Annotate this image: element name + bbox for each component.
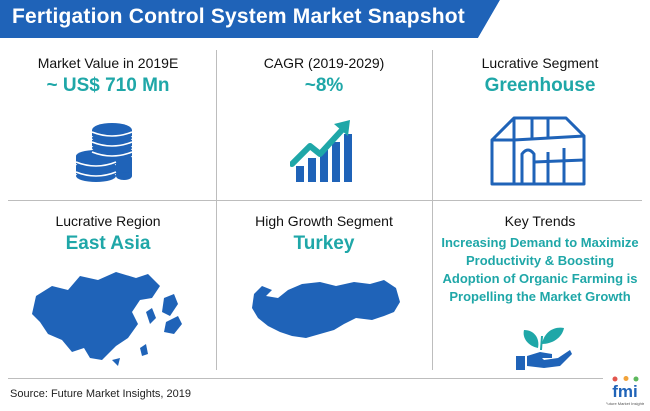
- lucrative-segment-label: Lucrative Segment: [481, 55, 599, 71]
- lucrative-segment-value: Greenhouse: [484, 75, 596, 96]
- source-note: Source: Future Market Insights, 2019: [10, 388, 191, 400]
- title-banner: Fertigation Control System Market Snapsh…: [0, 0, 650, 38]
- lucrative-region-label: Lucrative Region: [55, 213, 161, 229]
- turkey-map-icon: [252, 280, 400, 338]
- cagr-value: ~8%: [304, 75, 344, 96]
- cagr-cell: CAGR (2019-2029) ~8%: [216, 55, 432, 97]
- east-asia-map-icon: [32, 272, 182, 366]
- svg-text:Future Market Insights: Future Market Insights: [606, 401, 644, 406]
- column-divider-right: [432, 50, 433, 370]
- page-title: Fertigation Control System Market Snapsh…: [12, 5, 465, 28]
- svg-text:fmi: fmi: [612, 382, 638, 401]
- market-value-label: Market Value in 2019E: [37, 55, 179, 71]
- market-value-cell: Market Value in 2019E ~ US$ 710 Mn: [0, 55, 216, 97]
- key-trends-cell: Key Trends Increasing Demand to Maximize…: [432, 213, 648, 306]
- high-growth-segment-cell: High Growth Segment Turkey: [216, 213, 432, 255]
- row-divider: [8, 200, 642, 201]
- growth-chart-icon: [290, 120, 352, 182]
- footer-divider: [8, 378, 603, 379]
- high-growth-segment-label: High Growth Segment: [255, 213, 393, 229]
- banner-shape: [0, 0, 650, 38]
- key-trends-text: Increasing Demand to Maximize Productivi…: [441, 235, 639, 304]
- greenhouse-icon: [490, 116, 586, 186]
- lucrative-segment-cell: Lucrative Segment Greenhouse: [432, 55, 648, 97]
- coin-stack-icon: [75, 123, 133, 182]
- market-value-value: ~ US$ 710 Mn: [46, 75, 170, 96]
- lucrative-region-cell: Lucrative Region East Asia: [0, 213, 216, 255]
- column-divider-left: [216, 50, 217, 370]
- plant-hand-icon: [516, 327, 572, 370]
- cagr-label: CAGR (2019-2029): [263, 55, 385, 71]
- lucrative-region-value: East Asia: [65, 233, 151, 254]
- key-trends-label: Key Trends: [504, 213, 576, 229]
- fmi-logo: fmi Future Market Insights: [605, 376, 645, 406]
- high-growth-segment-value: Turkey: [293, 233, 355, 254]
